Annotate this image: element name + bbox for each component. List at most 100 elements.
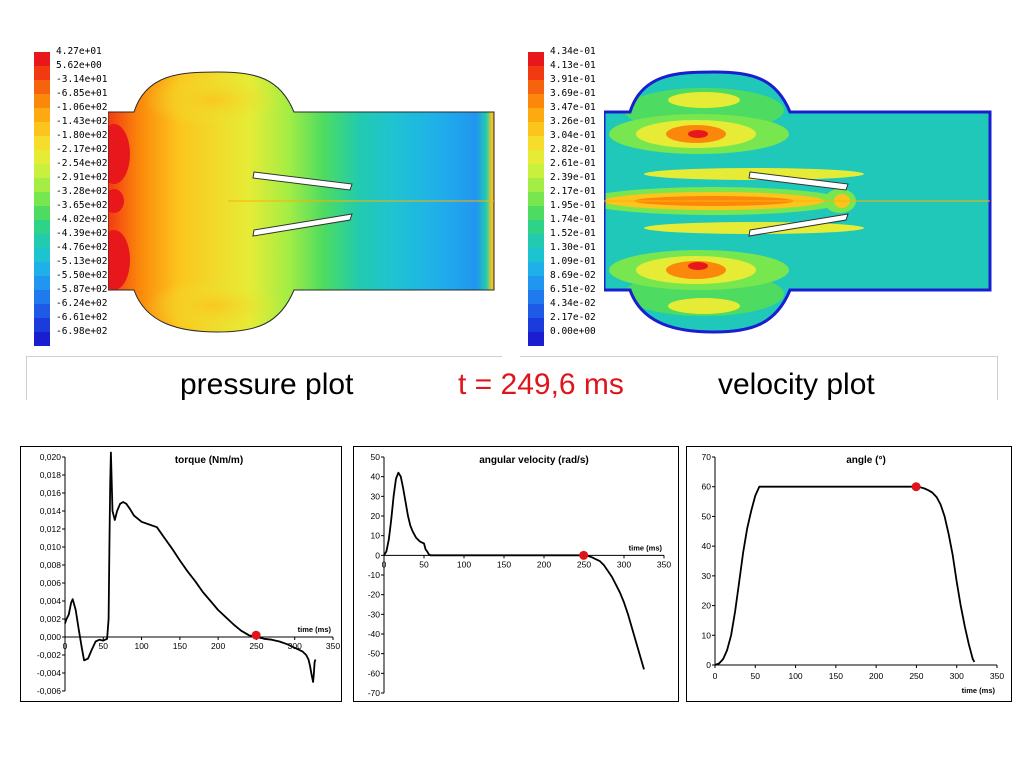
x-tick-label: 350 — [990, 671, 1004, 681]
pressure-legend-swatch — [34, 94, 50, 108]
x-tick-label: 250 — [909, 671, 923, 681]
velocity-legend-label: 1.52e-01 — [550, 228, 596, 239]
x-tick-label: 100 — [134, 641, 148, 651]
pressure-legend-swatch — [34, 206, 50, 220]
pressure-legend-label: -1.80e+02 — [56, 130, 108, 141]
pressure-legend-swatch — [34, 164, 50, 178]
velocity-legend-swatch — [528, 122, 544, 136]
velocity-legend-swatch — [528, 164, 544, 178]
velocity-legend-swatch — [528, 150, 544, 164]
angular-velocity-chart-frame: angular velocity (rad/s) 50 40 30 20 10 0 -10 -2… — [353, 446, 679, 702]
x-tick-label: 300 — [288, 641, 302, 651]
velocity-legend-swatch — [528, 262, 544, 276]
y-tick-label: -40 — [368, 629, 381, 639]
velocity-legend-label: 2.61e-01 — [550, 158, 596, 169]
velocity-legend-label: 3.04e-01 — [550, 130, 596, 141]
y-tick-label: 20 — [702, 601, 712, 611]
x-axis-label: time (ms) — [298, 625, 332, 634]
x-tick-label: 250 — [249, 641, 263, 651]
y-tick-label: 60 — [702, 482, 712, 492]
pressure-legend-swatch — [34, 66, 50, 80]
velocity-legend-label: 4.34e-02 — [550, 298, 596, 309]
x-axis-label: time (ms) — [629, 543, 663, 552]
velocity-legend-label: 0.00e+00 — [550, 326, 596, 337]
pressure-legend-swatch — [34, 248, 50, 262]
pressure-legend-swatch — [34, 318, 50, 332]
velocity-plot-caption: velocity plot — [718, 368, 875, 401]
pressure-legend-swatch — [34, 136, 50, 150]
pressure-legend-label: -6.24e+02 — [56, 298, 108, 309]
x-tick-label: 300 — [617, 559, 631, 569]
y-tick-label: 40 — [371, 472, 381, 482]
velocity-legend-label: 1.30e-01 — [550, 242, 596, 253]
pressure-legend-swatch — [34, 262, 50, 276]
velocity-legend-label: 1.09e-01 — [550, 256, 596, 267]
pressure-legend-label: -2.17e+02 — [56, 144, 108, 155]
velocity-legend-swatch — [528, 332, 544, 346]
y-tick-label: 20 — [371, 511, 381, 521]
velocity-legend-label: 3.26e-01 — [550, 116, 596, 127]
pressure-legend-label: -3.28e+02 — [56, 186, 108, 197]
velocity-contour-plot — [604, 70, 992, 334]
y-tick-label: 50 — [371, 452, 381, 462]
pressure-legend-label: -2.54e+02 — [56, 158, 108, 169]
x-tick-label: 350 — [326, 641, 340, 651]
caption-tick-left — [26, 356, 27, 400]
x-axis-label: time (ms) — [962, 686, 996, 695]
velocity-legend-swatch — [528, 276, 544, 290]
velocity-legend-swatch — [528, 220, 544, 234]
y-tick-label: 0,002 — [40, 614, 62, 624]
pressure-legend-swatch — [34, 234, 50, 248]
caption-divider-left — [26, 356, 502, 357]
velocity-legend-swatch — [528, 192, 544, 206]
velocity-legend-swatch — [528, 234, 544, 248]
torque-chart: torque (Nm/m) 0,020 0,018 0,016 0,014 0,012 0,… — [37, 451, 340, 696]
pressure-legend-swatch — [34, 192, 50, 206]
x-tick-label: 100 — [788, 671, 802, 681]
velocity-legend-swatch — [528, 318, 544, 332]
y-tick-label: -70 — [368, 688, 381, 698]
x-tick-label: 150 — [173, 641, 187, 651]
y-tick-label: -50 — [368, 649, 381, 659]
y-tick-label: -0,006 — [37, 686, 61, 696]
y-tick-label: 0 — [375, 550, 380, 560]
velocity-legend-swatch — [528, 178, 544, 192]
angular-velocity-chart: angular velocity (rad/s)50403020100-10-2… — [368, 452, 672, 698]
pressure-plot-caption: pressure plot — [180, 368, 354, 401]
pressure-legend-label: -3.65e+02 — [56, 200, 108, 211]
velocity-legend-swatch — [528, 290, 544, 304]
pressure-legend-swatch — [34, 220, 50, 234]
pressure-legend-swatch — [34, 150, 50, 164]
chart-title: angle (°) — [846, 455, 886, 466]
time-caption: t = 249,6 ms — [458, 368, 624, 401]
velocity-legend-swatch — [528, 80, 544, 94]
x-tick-label: 0 — [63, 641, 68, 651]
velocity-legend-swatch — [528, 136, 544, 150]
y-tick-label: 0,014 — [40, 506, 62, 516]
velocity-legend-label: 8.69e-02 — [550, 270, 596, 281]
pressure-legend-swatch — [34, 304, 50, 318]
velocity-legend-label: 6.51e-02 — [550, 284, 596, 295]
pressure-legend-label: -5.13e+02 — [56, 256, 108, 267]
velocity-legend-swatch — [528, 206, 544, 220]
caption-divider-right — [520, 356, 998, 357]
series-line — [64, 451, 317, 683]
y-tick-label: 70 — [702, 452, 712, 462]
y-tick-label: 0,012 — [40, 524, 62, 534]
pressure-legend-swatch — [34, 332, 50, 346]
pressure-legend-swatch — [34, 290, 50, 304]
velocity-legend-label: 3.47e-01 — [550, 102, 596, 113]
current-time-marker — [579, 550, 589, 560]
torque-chart-frame: torque (Nm/m) 0,020 0,018 0,016 0,014 0,012 0,… — [20, 446, 342, 702]
x-tick-label: 300 — [950, 671, 964, 681]
pressure-legend-label: -6.85e+01 — [56, 88, 108, 99]
velocity-legend-label: 1.95e-01 — [550, 200, 596, 211]
y-tick-label: 0,000 — [40, 632, 62, 642]
y-tick-label: -20 — [368, 590, 381, 600]
y-tick-label: 0,020 — [40, 452, 62, 462]
y-tick-label: 0,004 — [40, 596, 62, 606]
y-tick-label: 50 — [702, 511, 712, 521]
velocity-legend-swatch — [528, 94, 544, 108]
velocity-legend-swatch — [528, 66, 544, 80]
